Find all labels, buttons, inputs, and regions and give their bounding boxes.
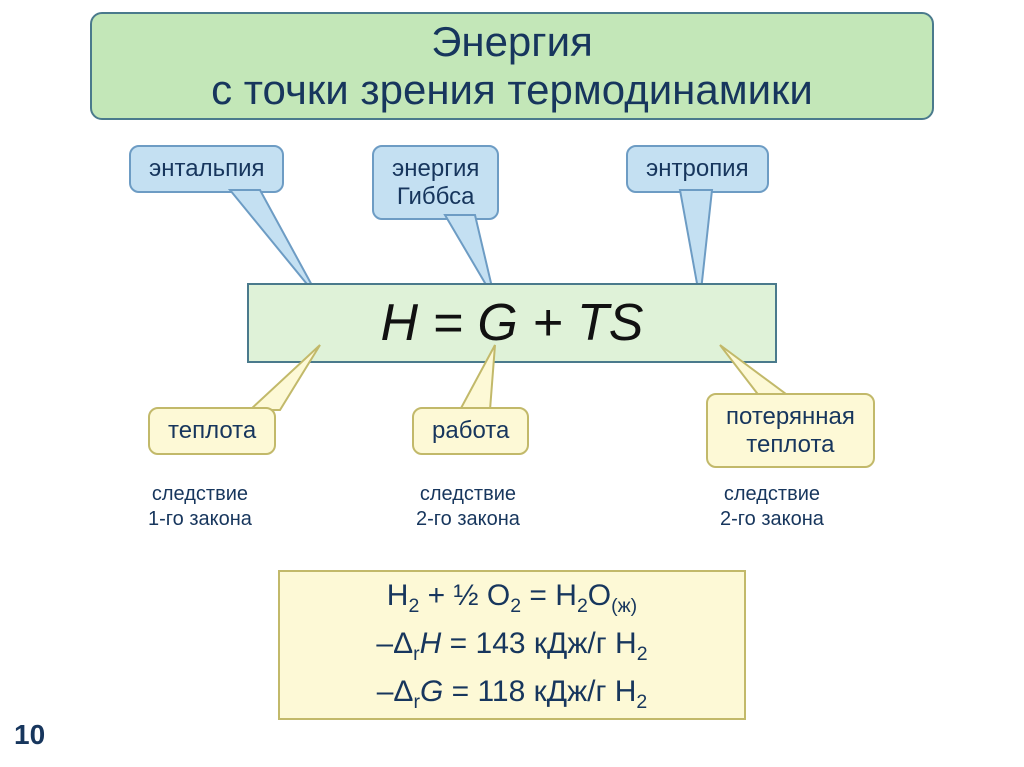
callout-lostheat: потерянная теплота (706, 393, 875, 468)
caption-3-l1: следствие (724, 483, 820, 505)
reaction-line2: –ΔrH = 143 кДж/г H2 (376, 621, 647, 669)
callout-work-label: работа (432, 417, 509, 444)
caption-1-l1: следствие (152, 483, 248, 505)
callout-heat: теплота (148, 407, 276, 455)
callout-enthalpy-label: энтальпия (149, 155, 264, 182)
title-box: Энергия с точки зрения термодинамики (90, 12, 934, 120)
callout-enthalpy: энтальпия (129, 145, 284, 193)
caption-2-l1: следствие (420, 483, 516, 505)
caption-2-l2: 2-го закона (416, 508, 520, 530)
callout-gibbs: энергия Гиббса (372, 145, 499, 220)
formula-box: H = G + TS (247, 283, 777, 363)
callout-entropy: энтропия (626, 145, 769, 193)
callout-work: работа (412, 407, 529, 455)
page-number: 10 (14, 719, 45, 751)
caption-1: следствие 1-го закона (148, 482, 252, 532)
callout-entropy-label: энтропия (646, 155, 749, 182)
callout-heat-label: теплота (168, 417, 256, 444)
callout-gibbs-l1: энергия (392, 155, 479, 182)
reaction-line3: –ΔrG = 118 кДж/г H2 (377, 669, 648, 717)
caption-1-l2: 1-го закона (148, 508, 252, 530)
caption-3: следствие 2-го закона (720, 482, 824, 532)
title-line1: Энергия (431, 18, 593, 65)
callout-gibbs-l2: Гиббса (397, 183, 475, 210)
reaction-line1: H2 + ½ O2 = H2O(ж) (387, 573, 637, 621)
formula-text: H = G + TS (381, 293, 644, 353)
caption-3-l2: 2-го закона (720, 508, 824, 530)
caption-2: следствие 2-го закона (416, 482, 520, 532)
reaction-box: H2 + ½ O2 = H2O(ж) –ΔrH = 143 кДж/г H2 –… (278, 570, 746, 720)
callout-lostheat-l1: потерянная (726, 403, 855, 430)
callout-lostheat-l2: теплота (746, 431, 834, 458)
title-line2: с точки зрения термодинамики (211, 66, 813, 113)
